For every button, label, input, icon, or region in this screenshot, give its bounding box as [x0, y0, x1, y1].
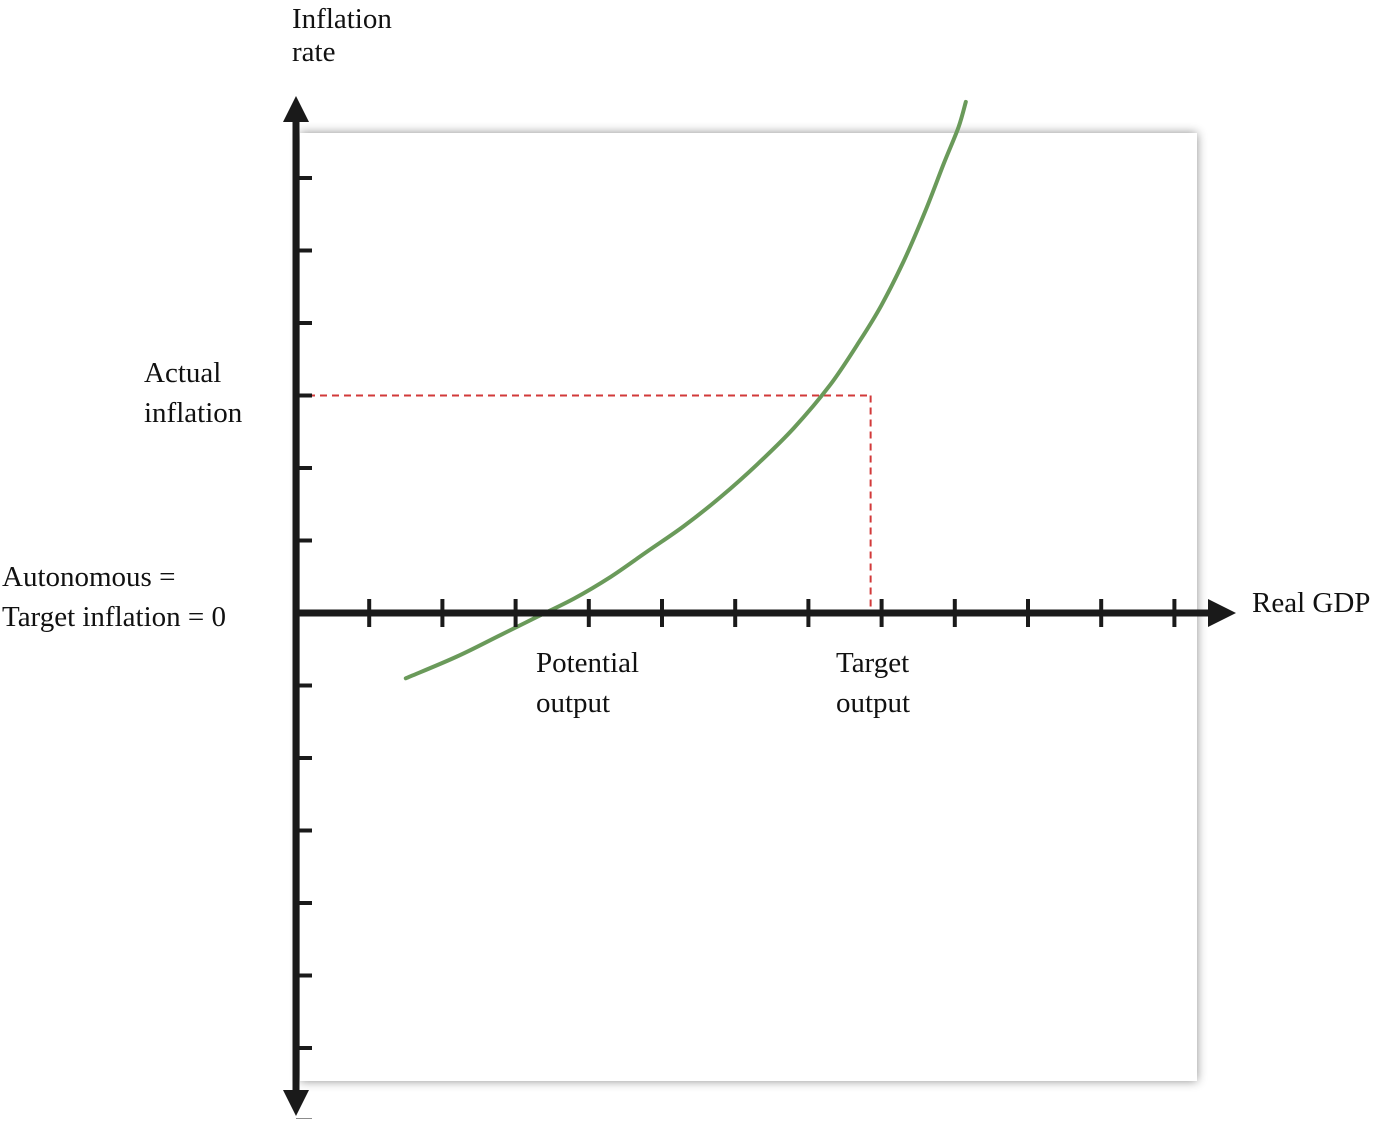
chart-labels: Inflation rate Real GDP Actual inflation…: [2, 3, 1370, 719]
target-output-label-line-1: Target: [836, 647, 909, 679]
x-axis-label: Real GDP: [1252, 587, 1370, 619]
y-axis-label-line-2: rate: [292, 36, 335, 68]
y-axis-ticks: [296, 176, 312, 1123]
origin-label-line-2: Target inflation = 0: [2, 601, 226, 633]
phillips-curve-series: [403, 99, 968, 681]
plot-panel: [300, 133, 1197, 1081]
x-axis-arrowhead: [1208, 599, 1236, 627]
dashed-guides: [296, 394, 872, 613]
curve-layer: [403, 99, 968, 681]
potential-output-label-line-1: Potential: [536, 647, 639, 679]
y-axis-label-line-1: Inflation: [292, 3, 392, 35]
actual-inflation-label-line-2: inflation: [144, 397, 243, 429]
actual-inflation-label-line-1: Actual: [144, 357, 221, 389]
axes: [283, 96, 1236, 1116]
target-output-label-line-2: output: [836, 687, 910, 719]
origin-label-line-1: Autonomous =: [2, 561, 175, 593]
potential-output-label-line-2: output: [536, 687, 610, 719]
y-axis-arrowhead-down: [283, 1090, 309, 1116]
x-axis-ticks: [367, 599, 1177, 627]
y-axis-arrowhead-up: [283, 96, 309, 122]
